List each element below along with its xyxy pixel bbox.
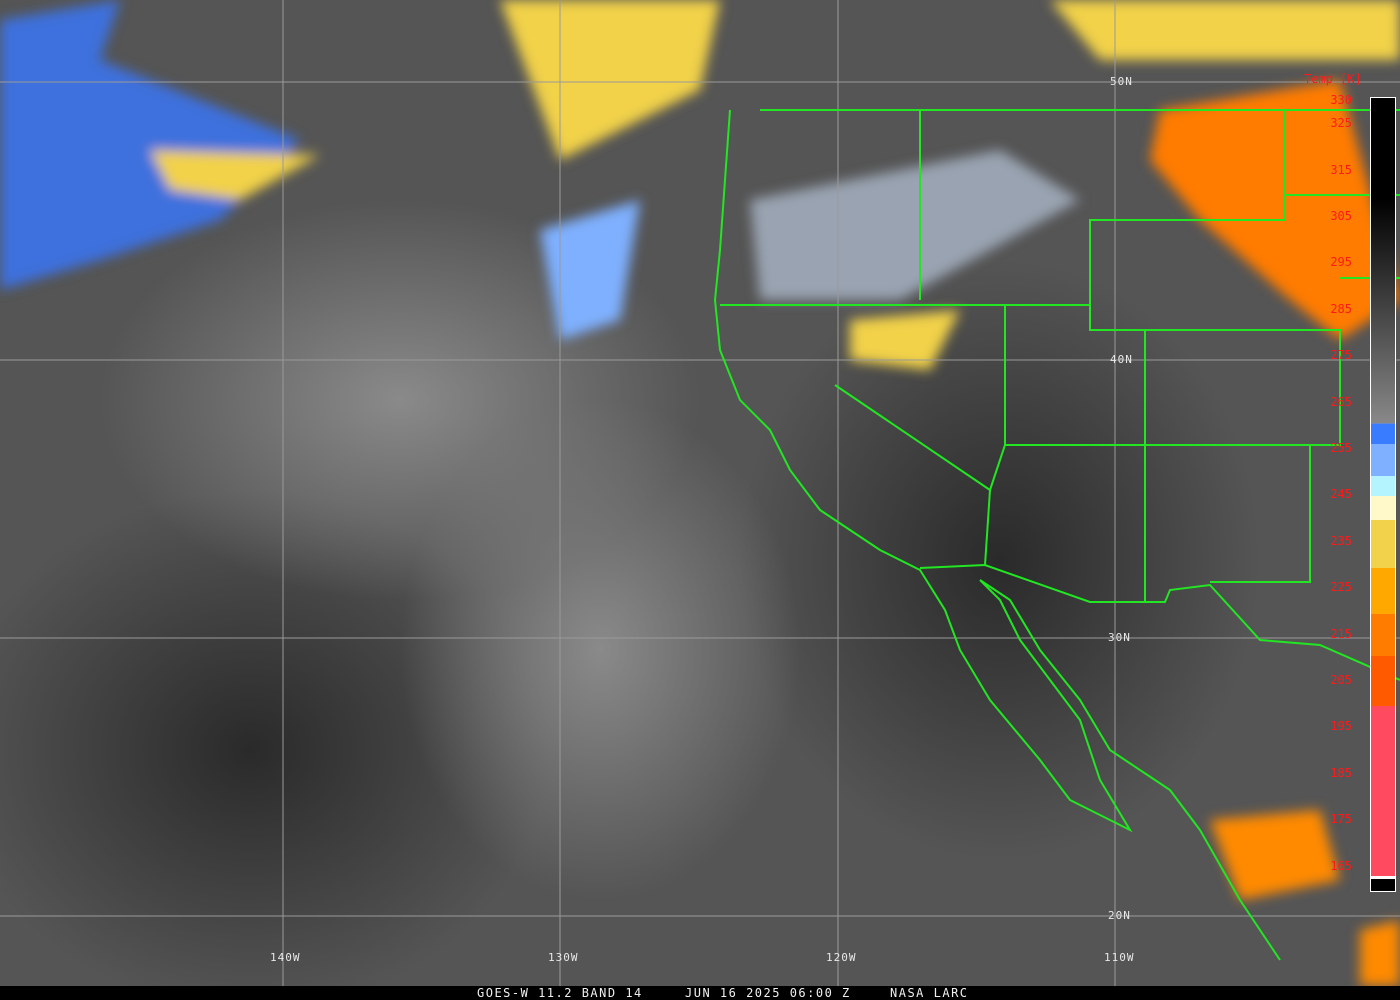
colorbar-tick-label: 225 <box>1330 580 1352 595</box>
colorbar-tick-label: 175 <box>1330 812 1352 827</box>
colorbar-title: Temp [K] <box>1304 72 1362 86</box>
colorbar <box>1370 97 1396 892</box>
lat-label-20n: 20N <box>1108 909 1131 922</box>
colorbar-tick-label: 285 <box>1330 301 1352 316</box>
caption-datetime: JUN 16 2025 06:00 Z <box>685 986 851 1000</box>
lat-label-50n: 50N <box>1110 75 1133 88</box>
image-caption: GOES-W 11.2 BAND 14 JUN 16 2025 06:00 Z … <box>0 986 1400 1000</box>
colorbar-tick-label: 185 <box>1330 765 1352 780</box>
lon-label-130w: 130W <box>548 951 579 964</box>
colorbar-tick-label: 255 <box>1330 441 1352 455</box>
colorbar-tick-label: 325 <box>1330 116 1352 131</box>
colorbar-tick-label: 295 <box>1330 255 1352 270</box>
colorbar-tick-label: 195 <box>1330 719 1352 734</box>
colorbar-tick-label: 235 <box>1330 533 1352 548</box>
lon-label-140w: 140W <box>270 951 301 964</box>
caption-source: NASA LARC <box>890 986 969 1000</box>
lon-label-120w: 120W <box>826 951 857 964</box>
colorbar-tick-label: 205 <box>1330 673 1352 687</box>
lat-label-40n: 40N <box>1110 353 1133 366</box>
colorbar-tick-label: 315 <box>1330 162 1352 177</box>
lat-label-30n: 30N <box>1108 631 1131 644</box>
colorbar-tick-label: 275 <box>1330 348 1352 363</box>
colorbar-tick-label: 245 <box>1330 487 1352 502</box>
land-dark-region <box>740 260 1260 860</box>
colorbar-tick-label: 265 <box>1330 394 1352 409</box>
colorbar-tick-label: 215 <box>1330 626 1352 641</box>
colorbar-tick-label: 305 <box>1330 209 1352 223</box>
colorbar-tick-label: 330 <box>1330 93 1352 107</box>
political-borders <box>713 109 1400 961</box>
caption-satellite-band: GOES-W 11.2 BAND 14 <box>477 986 643 1000</box>
colorbar-tick-label: 165 <box>1330 858 1352 873</box>
lon-label-110w: 110W <box>1104 951 1135 964</box>
